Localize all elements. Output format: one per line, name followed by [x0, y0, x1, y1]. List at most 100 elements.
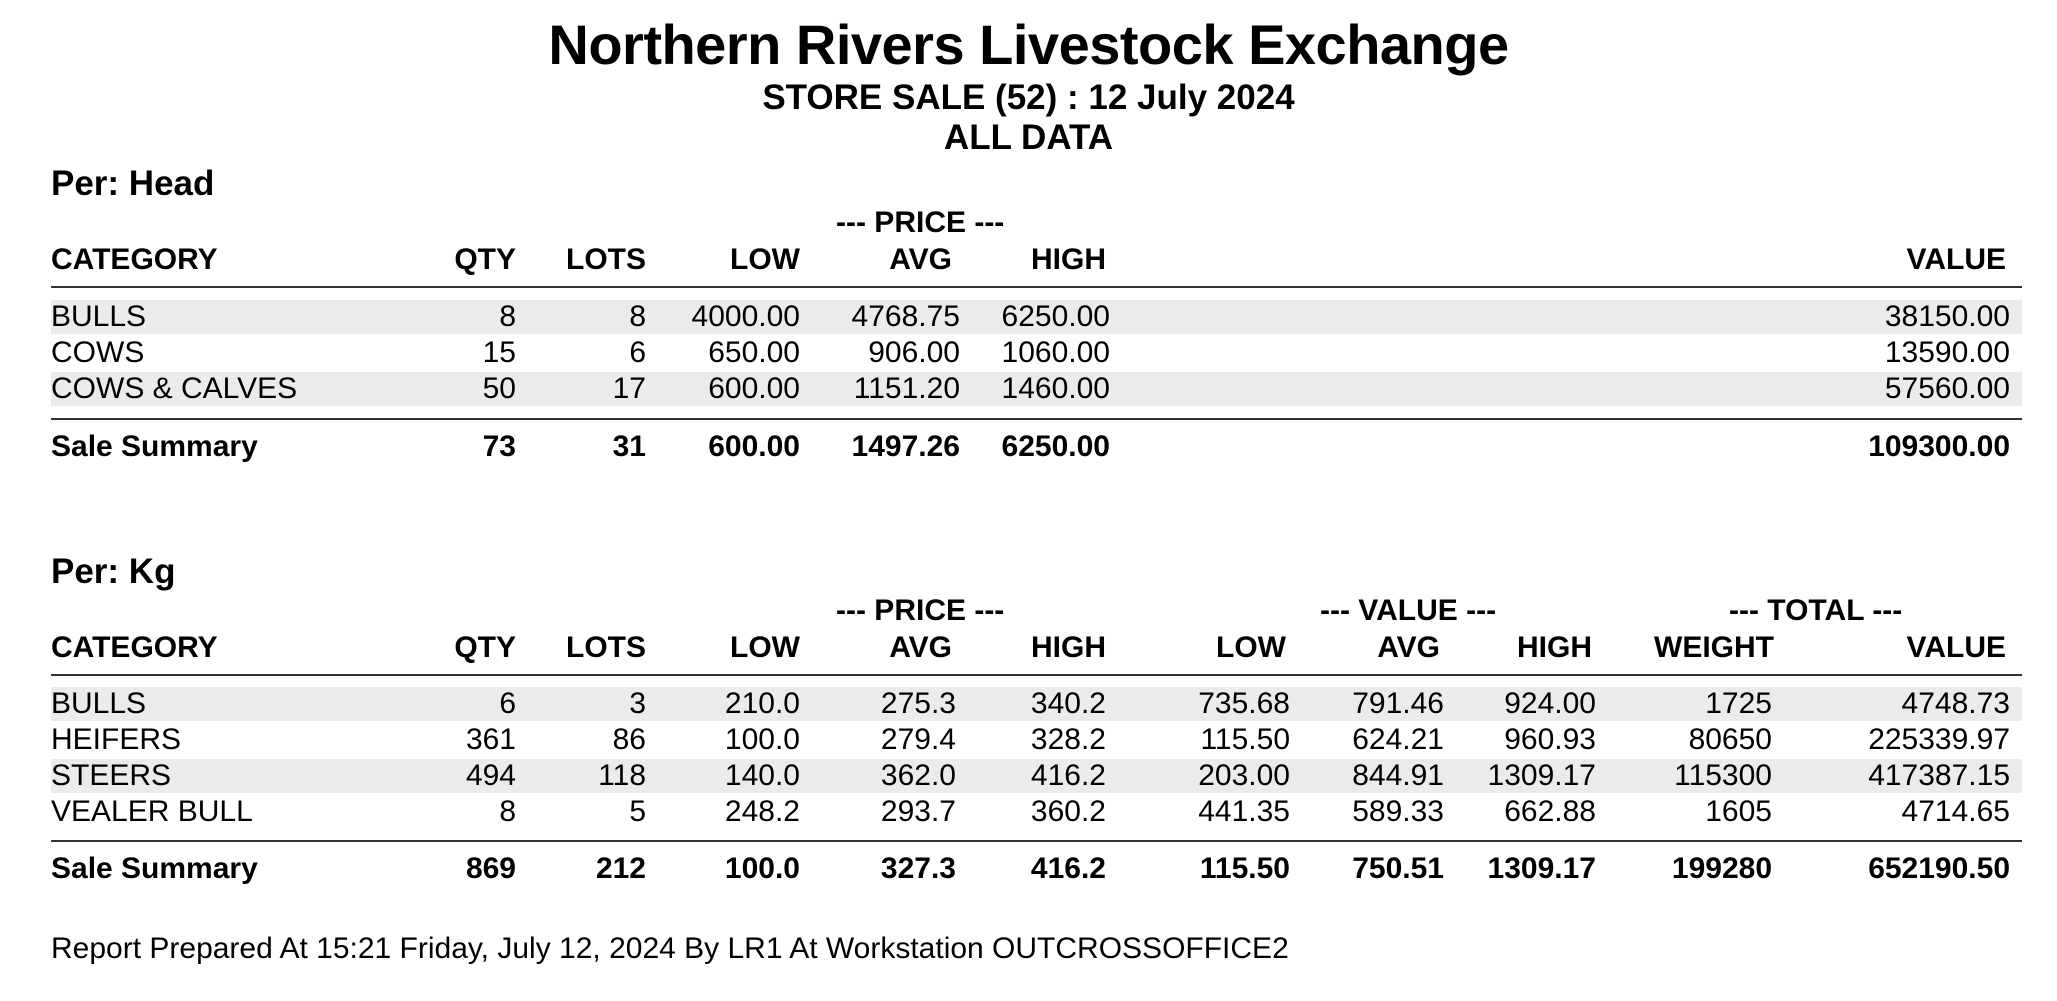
cell-weight: 1725: [1705, 687, 1772, 720]
summary-value: 109300.00: [1868, 430, 2010, 463]
header-rule: [51, 286, 2022, 288]
cell-lots: 86: [612, 723, 646, 756]
col-value-low-header: LOW: [1216, 631, 1286, 664]
cell-value: 57560.00: [1884, 372, 2010, 405]
cell-lots: 3: [629, 687, 646, 720]
cell-avg: 275.3: [880, 687, 956, 720]
cell-value-low: 735.68: [1198, 687, 1290, 720]
cell-value-avg: 624.21: [1352, 723, 1444, 756]
cell-low: 100.0: [724, 723, 800, 756]
report-title: Northern Rivers Livestock Exchange: [548, 13, 1509, 76]
col-value-high-header: HIGH: [1517, 631, 1592, 664]
col-lots-header: LOTS: [566, 631, 646, 664]
cell-avg: 4768.75: [851, 300, 960, 333]
cell-category: COWS: [51, 336, 145, 369]
summary-qty: 869: [465, 852, 516, 885]
row-stripe: [51, 687, 2022, 721]
cell-qty: 15: [482, 336, 516, 369]
row-stripe: [51, 372, 2022, 406]
per-head-heading: Per: Head: [51, 164, 215, 203]
cell-avg: 293.7: [880, 795, 956, 828]
cell-low: 140.0: [724, 759, 800, 792]
cell-value-avg: 589.33: [1352, 795, 1444, 828]
cell-category: COWS & CALVES: [51, 372, 298, 405]
cell-high: 328.2: [1030, 723, 1106, 756]
cell-low: 248.2: [724, 795, 800, 828]
cell-lots: 5: [629, 795, 646, 828]
cell-qty: 50: [482, 372, 516, 405]
cell-high: 340.2: [1030, 687, 1106, 720]
col-total-value-header: VALUE: [1906, 631, 2006, 664]
col-weight-header: WEIGHT: [1654, 631, 1774, 664]
value-group-header: --- VALUE ---: [1320, 594, 1497, 627]
col-high-header: HIGH: [1031, 631, 1106, 664]
cell-value: 13590.00: [1884, 336, 2010, 369]
cell-lots: 6: [629, 336, 646, 369]
summary-total-value: 652190.50: [1868, 852, 2010, 885]
cell-high: 360.2: [1030, 795, 1106, 828]
row-stripe: [51, 759, 2022, 793]
header-rule: [51, 674, 2022, 676]
cell-value-high: 662.88: [1504, 795, 1596, 828]
summary-lots: 31: [612, 430, 646, 463]
cell-value-high: 960.93: [1504, 723, 1596, 756]
col-category-header: CATEGORY: [51, 243, 218, 276]
summary-label: Sale Summary: [51, 430, 258, 463]
col-qty-header: QTY: [454, 631, 516, 664]
cell-weight: 80650: [1688, 723, 1772, 756]
summary-lots: 212: [595, 852, 646, 885]
total-group-header: --- TOTAL ---: [1729, 594, 1903, 627]
cell-low: 600.00: [708, 372, 800, 405]
cell-value: 38150.00: [1884, 300, 2010, 333]
col-value-header: VALUE: [1906, 243, 2006, 276]
cell-value-low: 115.50: [1200, 723, 1290, 756]
cell-category: VEALER BULL: [51, 795, 253, 828]
summary-low: 100.0: [724, 852, 800, 885]
cell-qty: 6: [499, 687, 516, 720]
col-lots-header: LOTS: [566, 243, 646, 276]
col-qty-header: QTY: [454, 243, 516, 276]
col-avg-header: AVG: [889, 631, 952, 664]
col-low-header: LOW: [730, 631, 800, 664]
summary-value-low: 115.50: [1199, 852, 1290, 885]
report-footer: Report Prepared At 15:21 Friday, July 12…: [51, 932, 1289, 965]
col-avg-header: AVG: [889, 243, 952, 276]
col-high-header: HIGH: [1031, 243, 1106, 276]
cell-lots: 17: [612, 372, 646, 405]
price-group-header: --- PRICE ---: [836, 594, 1005, 627]
row-stripe: [51, 300, 2022, 334]
summary-value-high: 1309.17: [1487, 852, 1596, 885]
cell-high: 1460.00: [1001, 372, 1110, 405]
summary-weight: 199280: [1671, 852, 1772, 885]
cell-total-value: 225339.97: [1868, 723, 2010, 756]
cell-lots: 118: [598, 759, 646, 792]
summary-rule: [51, 418, 2022, 420]
summary-low: 600.00: [708, 430, 800, 463]
cell-category: BULLS: [51, 300, 147, 333]
summary-high: 416.2: [1030, 852, 1106, 885]
cell-total-value: 417387.15: [1868, 759, 2010, 792]
col-category-header: CATEGORY: [51, 631, 218, 664]
cell-avg: 362.0: [880, 759, 956, 792]
cell-low: 650.00: [708, 336, 800, 369]
summary-avg: 327.3: [880, 852, 956, 885]
cell-high: 1060.00: [1001, 336, 1110, 369]
summary-label: Sale Summary: [51, 852, 258, 885]
cell-high: 416.2: [1030, 759, 1106, 792]
cell-avg: 1151.20: [853, 372, 960, 405]
cell-low: 210.0: [724, 687, 800, 720]
cell-category: HEIFERS: [51, 723, 182, 756]
cell-avg: 279.4: [880, 723, 956, 756]
cell-value-avg: 844.91: [1352, 759, 1444, 792]
summary-value-avg: 750.51: [1352, 852, 1444, 885]
sale-subtitle: STORE SALE (52) : 12 July 2024: [762, 78, 1295, 117]
cell-qty: 8: [499, 795, 516, 828]
col-low-header: LOW: [730, 243, 800, 276]
cell-value-high: 924.00: [1504, 687, 1596, 720]
cell-value-high: 1309.17: [1487, 759, 1596, 792]
cell-lots: 8: [629, 300, 646, 333]
cell-weight: 115300: [1674, 759, 1772, 792]
cell-value-low: 203.00: [1198, 759, 1290, 792]
price-group-header: --- PRICE ---: [836, 206, 1005, 239]
cell-total-value: 4748.73: [1901, 687, 2010, 720]
